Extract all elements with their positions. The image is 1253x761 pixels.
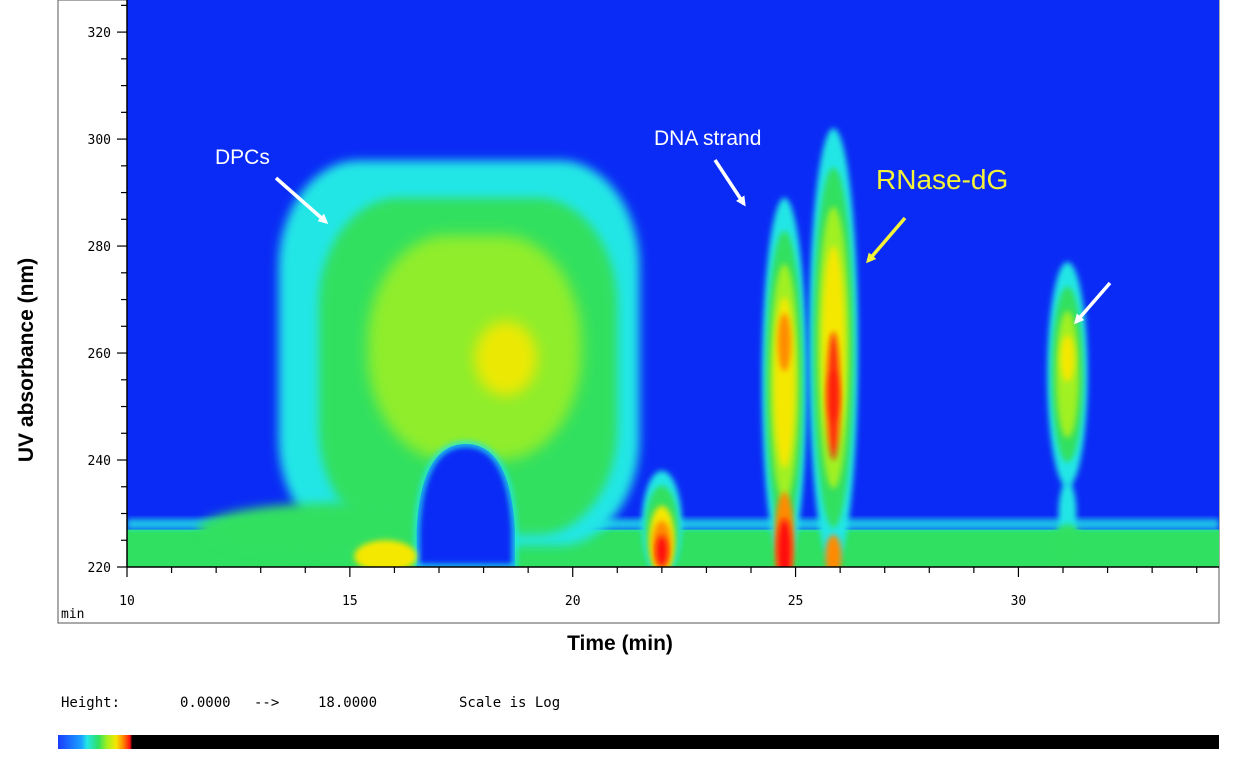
heatmap-features — [127, 128, 1219, 567]
y-tick-label: 240 — [88, 454, 111, 469]
heat-level — [778, 313, 791, 372]
heat-level — [474, 320, 538, 396]
x-tick-label: 30 — [1011, 594, 1027, 609]
peak-22 — [641, 470, 682, 567]
dpcs-void-edge — [414, 441, 518, 567]
y-tick-label: 300 — [88, 133, 111, 148]
annotation-rnase-dg: RNase-dG — [876, 164, 1008, 195]
heat-level — [825, 534, 842, 567]
y-tick-label: 280 — [88, 240, 111, 255]
x-axis-title: Time (min) — [567, 632, 673, 655]
x-tick-label: 15 — [342, 594, 358, 609]
arrow-rnase-dg — [866, 216, 907, 264]
y-ticks: 220 240 260 280 300 320 — [88, 4, 127, 576]
heat-level — [656, 535, 668, 567]
height-label: Height: — [61, 695, 120, 711]
y-tick-label: 320 — [88, 26, 111, 41]
arrow-dna-strand — [713, 159, 746, 207]
heat-level — [1060, 334, 1075, 382]
y-axis-title: UV absorbance (nm) — [15, 258, 38, 462]
y-tick-label: 220 — [88, 561, 111, 576]
height-min: 0.0000 — [180, 695, 231, 711]
color-scale-bar — [58, 735, 1219, 749]
heat-level — [367, 235, 582, 461]
x-tick-label: 10 — [119, 594, 135, 609]
dpcs-void — [416, 443, 515, 567]
dpcs-blob — [198, 160, 640, 567]
annotation-dna-strand: DNA strand — [654, 127, 761, 150]
peak-31 — [1047, 262, 1088, 487]
height-arrow: --> — [254, 695, 279, 711]
x-ticks: 10 15 20 25 30 — [119, 567, 1198, 609]
heat-level — [354, 540, 417, 567]
heat-level — [1051, 524, 1084, 567]
height-max: 18.0000 — [318, 695, 377, 711]
heat-level — [827, 331, 840, 461]
peak-dna-strand — [762, 197, 807, 567]
x-tick-label: 20 — [565, 594, 581, 609]
y-tick-label: 260 — [88, 347, 111, 362]
scale-type: Scale is Log — [459, 695, 560, 711]
arrow-peak-31 — [1074, 281, 1112, 325]
heat-level — [777, 518, 792, 567]
arrow-dpcs — [274, 176, 329, 224]
heat-level — [198, 502, 484, 557]
x-tick-label: 25 — [788, 594, 804, 609]
x-unit-label: min — [61, 607, 84, 622]
annotation-dpcs: DPCs — [215, 146, 270, 169]
